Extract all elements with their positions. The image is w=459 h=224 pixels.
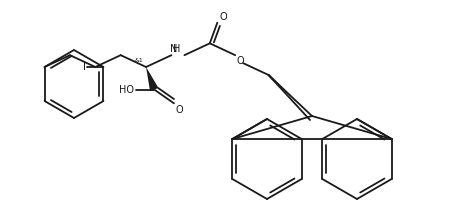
Text: O: O	[175, 105, 183, 115]
Text: I: I	[83, 62, 86, 72]
Text: HO: HO	[119, 84, 134, 95]
Text: N: N	[170, 44, 178, 54]
Text: H: H	[173, 44, 180, 54]
Text: O: O	[219, 12, 226, 22]
Polygon shape	[146, 67, 158, 91]
Text: &1: &1	[134, 58, 143, 63]
Text: O: O	[235, 56, 243, 66]
